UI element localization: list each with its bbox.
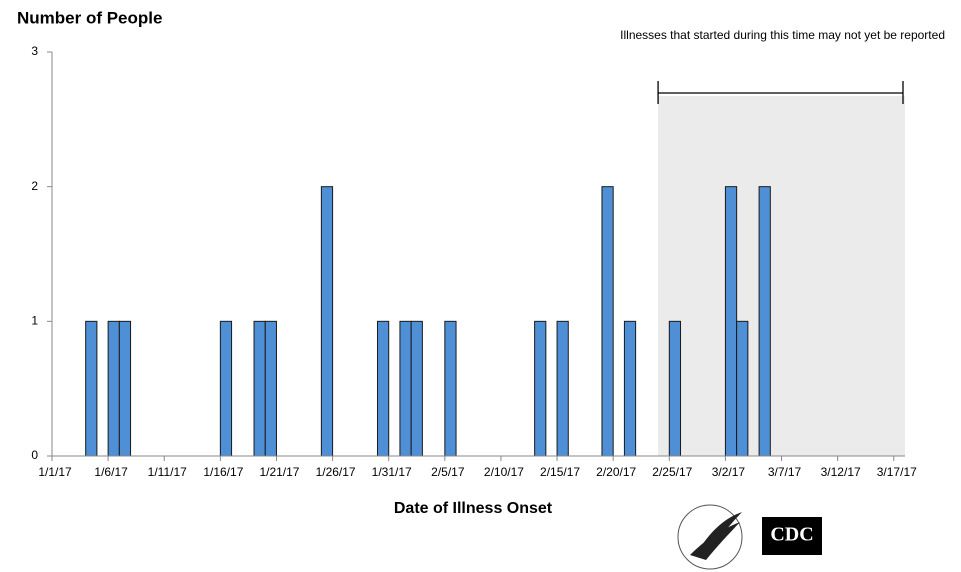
x-tick-label: 2/15/17 (540, 465, 580, 479)
y-tick-label: 3 (31, 44, 38, 58)
bar (85, 320, 98, 457)
bar (623, 320, 637, 457)
bar (118, 320, 132, 457)
annotation: Illnesses that started during this time … (620, 28, 945, 42)
y-tick-label: 2 (31, 179, 38, 193)
x-tick-label: 3/2/17 (712, 465, 746, 479)
x-tick-label: 3/7/17 (768, 465, 802, 479)
x-tick-label: 3/12/17 (821, 465, 861, 479)
x-axis-title: Date of Illness Onset (394, 500, 553, 517)
bar (219, 320, 233, 457)
bar (253, 320, 266, 457)
y-tick-label: 0 (31, 448, 38, 462)
bar (264, 320, 277, 457)
x-tick-label: 2/5/17 (431, 465, 465, 479)
bar (556, 320, 569, 457)
bar (376, 320, 390, 457)
x-tick-label: 1/11/17 (148, 465, 187, 479)
hhs-logo (677, 504, 743, 570)
x-tick-label: 1/26/17 (316, 465, 356, 479)
x-tick-label: 1/6/17 (94, 465, 128, 479)
x-tick-label: 3/17/17 (877, 465, 917, 479)
bar (444, 320, 457, 457)
chart-title: Number of People (17, 8, 162, 27)
x-tick-label: 1/1/17 (38, 465, 72, 479)
bar (736, 320, 749, 457)
x-tick-label: 1/16/17 (203, 465, 243, 479)
hhs-eagle (700, 512, 742, 548)
x-tick-label: 1/31/17 (372, 465, 412, 479)
bar (107, 320, 120, 457)
bar (410, 320, 423, 457)
bar (320, 186, 334, 457)
bar (724, 186, 738, 457)
y-tick-label: 1 (31, 314, 38, 328)
cdc-logo: CDC (762, 517, 822, 555)
bar (758, 186, 771, 457)
cdc-box (762, 517, 822, 555)
x-tick-label: 2/20/17 (596, 465, 636, 479)
x-tick-label: 1/21/17 (259, 465, 299, 479)
x-tick-label: 2/25/17 (652, 465, 692, 479)
cdc-text: CDC (770, 524, 813, 546)
bar (399, 320, 412, 457)
bar (534, 320, 547, 457)
bar (668, 320, 682, 457)
bar (601, 186, 614, 457)
hhs-seal (677, 504, 743, 570)
reporting-delay-region (658, 96, 905, 456)
x-tick-label: 2/10/17 (484, 465, 524, 479)
